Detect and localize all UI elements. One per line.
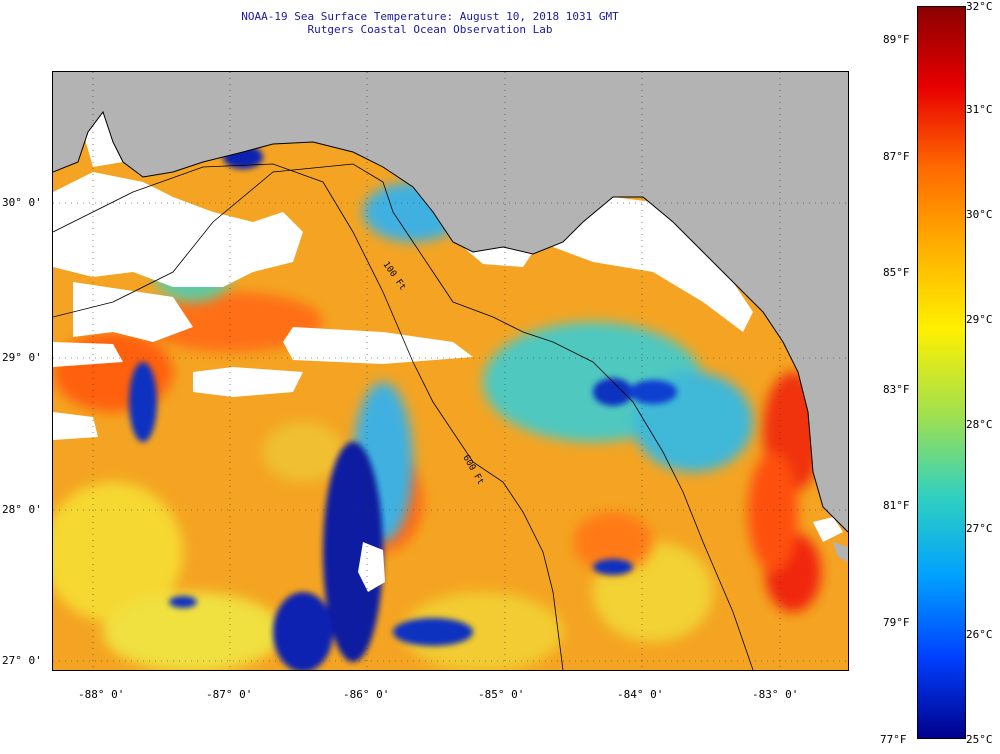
cb-c-28: 28°C — [966, 418, 993, 431]
cb-c-30: 30°C — [966, 208, 993, 221]
contour-100ft — [53, 163, 754, 670]
graticule — [53, 72, 848, 670]
cold-zones — [129, 145, 677, 670]
lon-label-85: -85° 0' — [478, 688, 525, 701]
cb-c-26: 26°C — [966, 628, 993, 641]
cb-c-29: 29°C — [966, 313, 993, 326]
lat-label-30: 30° 0' — [2, 196, 42, 209]
lat-label-27: 27° 0' — [2, 654, 42, 667]
land-mass — [53, 72, 848, 532]
cb-c-25: 25°C — [966, 733, 993, 746]
cb-f-77: 77°F — [880, 733, 907, 746]
cb-f-83: 83°F — [883, 383, 910, 396]
cb-f-79: 79°F — [883, 616, 910, 629]
coastline — [53, 110, 848, 533]
cb-f-85: 85°F — [883, 266, 910, 279]
lon-label-88: -88° 0' — [78, 688, 125, 701]
title-line-1: NOAA-19 Sea Surface Temperature: August … — [241, 10, 619, 23]
temperature-colorbar — [917, 6, 966, 739]
cb-c-27: 27°C — [966, 522, 993, 535]
lon-label-84: -84° 0' — [617, 688, 664, 701]
sst-map-canvas: 100 Ft 600 Ft — [53, 72, 848, 670]
lat-label-28: 28° 0' — [2, 503, 42, 516]
sst-map: 100 Ft 600 Ft — [52, 71, 849, 671]
cb-f-81: 81°F — [883, 499, 910, 512]
lon-label-86: -86° 0' — [343, 688, 390, 701]
map-title: NOAA-19 Sea Surface Temperature: August … — [200, 10, 660, 36]
cb-f-89: 89°F — [883, 33, 910, 46]
lon-label-87: -87° 0' — [206, 688, 253, 701]
contour-600ft — [53, 163, 564, 670]
lat-label-29: 29° 0' — [2, 351, 42, 364]
lon-label-83: -83° 0' — [752, 688, 799, 701]
land-islet — [833, 542, 848, 562]
title-line-2: Rutgers Coastal Ocean Observation Lab — [307, 23, 553, 36]
cb-c-32: 32°C — [966, 0, 993, 13]
cb-c-31: 31°C — [966, 103, 993, 116]
cb-f-87: 87°F — [883, 150, 910, 163]
